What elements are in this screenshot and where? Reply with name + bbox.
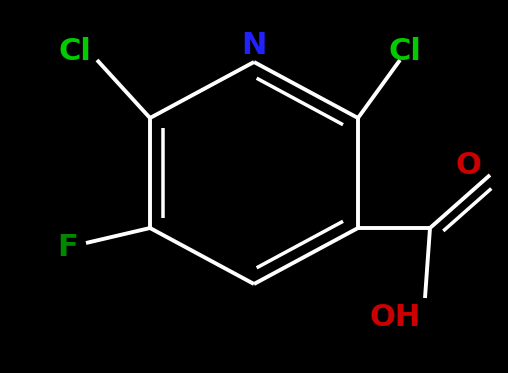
Text: O: O: [455, 150, 481, 179]
Text: F: F: [57, 233, 78, 263]
Text: OH: OH: [369, 304, 421, 332]
Text: N: N: [241, 31, 267, 60]
Text: Cl: Cl: [389, 38, 422, 66]
Text: Cl: Cl: [58, 38, 91, 66]
